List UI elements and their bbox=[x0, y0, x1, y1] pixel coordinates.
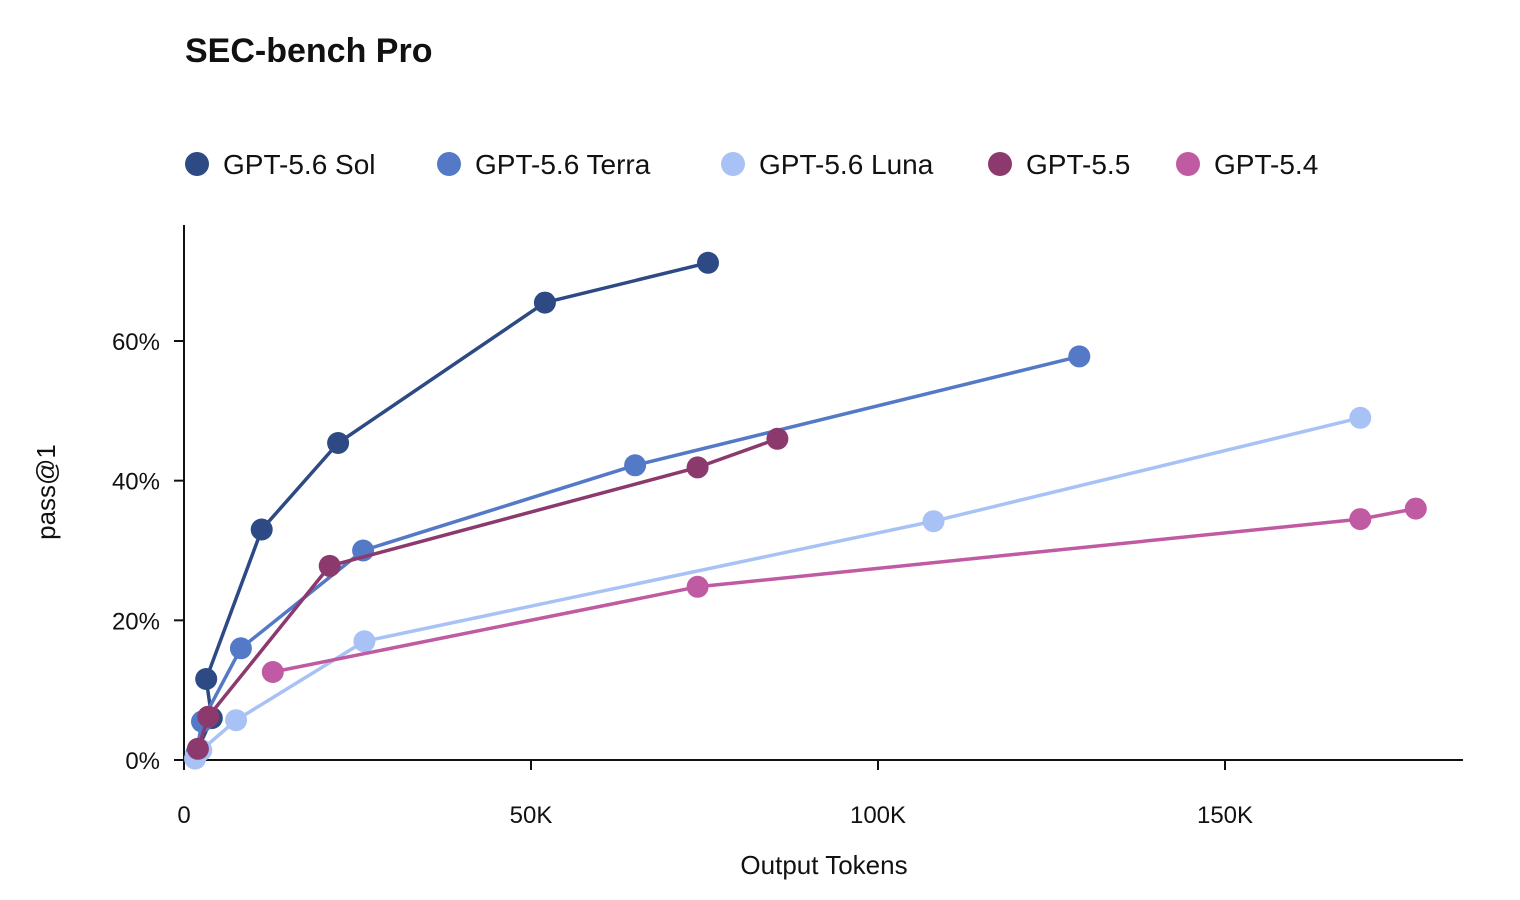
legend-marker bbox=[1176, 152, 1200, 176]
legend-item-gpt-5-6-sol: GPT-5.6 Sol bbox=[185, 149, 376, 180]
data-point bbox=[195, 668, 218, 690]
x-tick-label: 0 bbox=[177, 802, 190, 829]
legend-label: GPT-5.6 Luna bbox=[759, 149, 934, 180]
x-axis-ticks: 0 50K 100K 150K bbox=[177, 760, 1253, 829]
y-axis-label: pass@1 bbox=[31, 444, 61, 540]
series-gpt-5-6-terra bbox=[185, 345, 1091, 764]
data-point bbox=[318, 554, 341, 577]
plot-area bbox=[184, 251, 1427, 770]
legend-item-gpt-5-6-luna: GPT-5.6 Luna bbox=[721, 149, 934, 180]
legend-label: GPT-5.6 Terra bbox=[475, 149, 651, 180]
data-point bbox=[327, 432, 350, 454]
legend-marker bbox=[185, 152, 209, 176]
legend-label: GPT-5.4 bbox=[1214, 149, 1318, 180]
data-point bbox=[697, 251, 719, 274]
y-tick-label: 0% bbox=[125, 748, 160, 775]
legend-marker bbox=[988, 152, 1012, 176]
data-point bbox=[229, 637, 252, 660]
series-line-gpt-5-4 bbox=[271, 506, 1418, 674]
data-point bbox=[766, 427, 789, 450]
legend-item-gpt-5-6-terra: GPT-5.6 Terra bbox=[437, 149, 651, 180]
data-point bbox=[1349, 508, 1372, 531]
data-point bbox=[186, 737, 209, 760]
data-point bbox=[261, 661, 284, 683]
data-point bbox=[922, 510, 945, 533]
legend-item-gpt-5-4: GPT-5.4 bbox=[1176, 149, 1318, 180]
x-tick-label: 150K bbox=[1197, 802, 1253, 829]
series-line-gpt-5-6-terra bbox=[194, 354, 1082, 755]
data-point bbox=[686, 575, 709, 598]
data-point bbox=[1068, 345, 1091, 368]
legend-item-gpt-5-5: GPT-5.5 bbox=[988, 149, 1130, 180]
x-axis-label: Output Tokens bbox=[740, 850, 907, 880]
legend-marker bbox=[721, 152, 745, 176]
x-tick-label: 50K bbox=[510, 802, 553, 829]
data-point bbox=[1404, 497, 1427, 520]
legend: GPT-5.6 Sol GPT-5.6 Terra GPT-5.6 Luna GPT-… bbox=[185, 149, 1318, 180]
data-point bbox=[1349, 406, 1372, 429]
data-point bbox=[533, 291, 556, 314]
legend-label: GPT-5.6 Sol bbox=[223, 149, 376, 180]
y-tick-label: 40% bbox=[112, 469, 160, 496]
series-gpt-5-4 bbox=[261, 497, 1427, 683]
data-point bbox=[225, 709, 248, 732]
x-tick-label: 100K bbox=[850, 802, 906, 829]
data-point bbox=[353, 630, 376, 653]
axes bbox=[183, 225, 1463, 761]
y-axis-ticks: 0% 20% 40% 60% bbox=[112, 329, 184, 775]
y-tick-label: 20% bbox=[112, 608, 160, 635]
data-point bbox=[250, 518, 273, 541]
data-point bbox=[624, 454, 647, 477]
data-point bbox=[197, 705, 220, 728]
legend-label: GPT-5.5 bbox=[1026, 149, 1130, 180]
series-gpt-5-5 bbox=[186, 427, 789, 760]
y-tick-label: 60% bbox=[112, 329, 160, 356]
series-gpt-5-6-luna bbox=[184, 406, 1372, 770]
series-gpt-5-6-sol bbox=[186, 251, 719, 761]
data-point bbox=[686, 456, 709, 479]
legend-marker bbox=[437, 152, 461, 176]
series-line-gpt-5-6-luna bbox=[193, 416, 1363, 761]
chart-title: SEC-bench Pro bbox=[185, 32, 432, 70]
